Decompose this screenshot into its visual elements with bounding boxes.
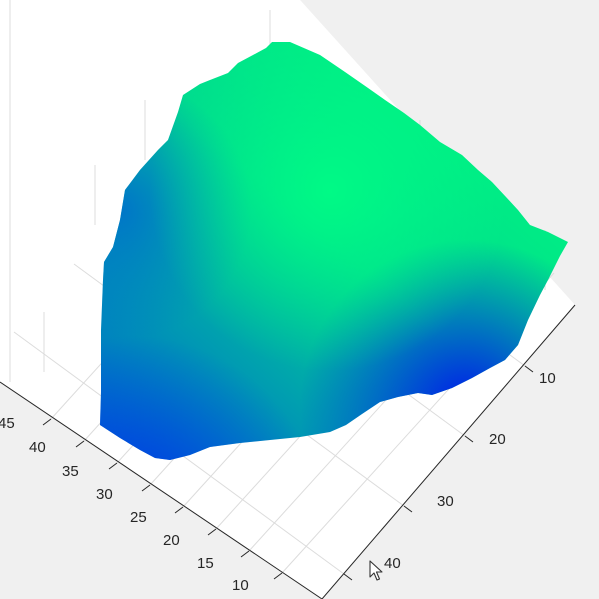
x-axis-line <box>321 304 576 599</box>
y-tick-label-10: 10 <box>232 577 249 594</box>
x-tick-label-40: 40 <box>384 555 401 572</box>
y-tick-label-35: 35 <box>62 463 79 480</box>
y-tick-mark-10 <box>273 572 283 580</box>
y-tick-mark-15 <box>240 550 250 558</box>
y-tick-label-25: 25 <box>130 509 147 526</box>
y-tick-label-30: 30 <box>96 486 113 503</box>
x-tick-mark-40 <box>343 573 353 581</box>
x-tick-mark-20 <box>464 435 474 443</box>
y-tick-mark-25 <box>174 506 184 514</box>
y-tick-labels: 10 15 20 25 30 35 40 45 <box>0 415 249 594</box>
x-tick-label-30: 30 <box>437 493 454 510</box>
y-tick-label-45: 45 <box>0 415 15 432</box>
y-tick-mark-20 <box>207 528 217 536</box>
y-axis-line <box>0 381 323 599</box>
y-tick-label-20: 20 <box>163 532 180 549</box>
y-tick-mark-40 <box>75 440 85 448</box>
x-tick-label-10: 10 <box>539 370 556 387</box>
mouse-pointer-icon <box>369 560 383 581</box>
y-tick-mark-35 <box>108 462 118 470</box>
axis-lines <box>0 304 576 599</box>
x-tick-mark-10 <box>524 365 534 373</box>
x-tick-labels: 10 20 30 40 <box>384 370 556 572</box>
y-tick-label-40: 40 <box>29 439 46 456</box>
x-tick-label-20: 20 <box>489 431 506 448</box>
x-tick-mark-30 <box>403 505 413 513</box>
y-tick-label-15: 15 <box>197 555 214 572</box>
y-tick-mark-30 <box>141 484 151 492</box>
y-tick-mark-45 <box>42 418 52 426</box>
